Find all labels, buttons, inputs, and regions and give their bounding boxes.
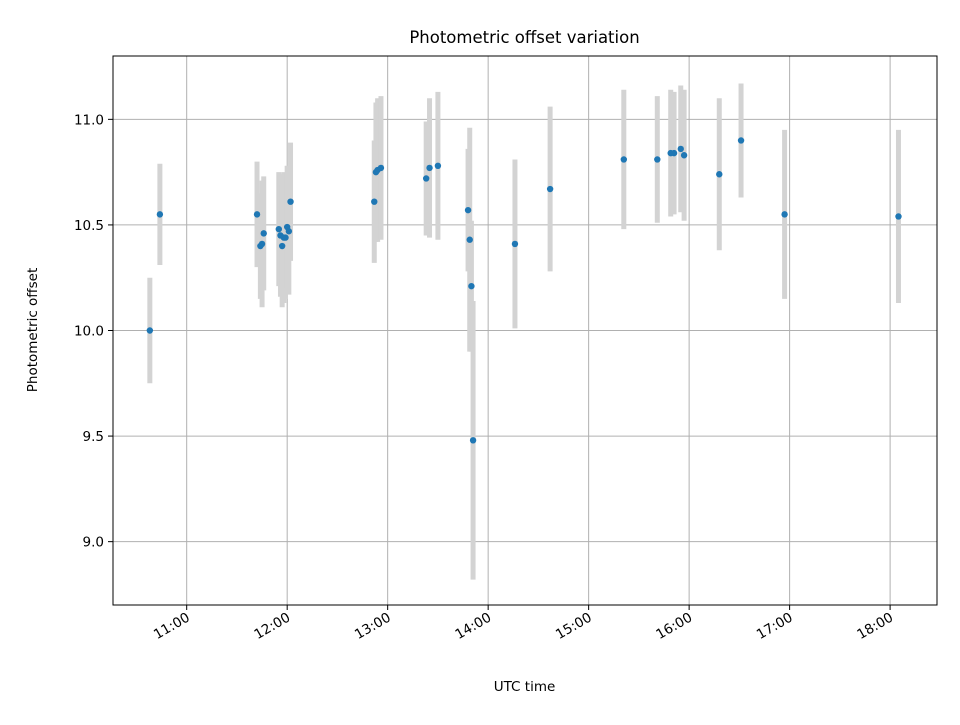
data-point-layer xyxy=(146,137,902,444)
x-tick-label: 12:00 xyxy=(251,610,293,643)
y-axis-label: Photometric offset xyxy=(25,268,41,392)
data-point xyxy=(253,211,261,218)
x-tick-label: 17:00 xyxy=(754,610,796,643)
grid-layer xyxy=(113,56,937,605)
data-point xyxy=(677,145,684,153)
data-point xyxy=(781,211,788,218)
data-point xyxy=(466,236,473,243)
chart-title: Photometric offset variation xyxy=(409,28,639,47)
data-point xyxy=(654,156,661,163)
data-point xyxy=(434,162,442,169)
data-point xyxy=(469,437,477,444)
data-point xyxy=(511,240,519,248)
x-axis-label: UTC time xyxy=(494,679,556,695)
data-point xyxy=(737,137,745,144)
error-bar-layer xyxy=(147,83,901,580)
data-point xyxy=(275,225,283,233)
data-point xyxy=(680,152,688,159)
data-point xyxy=(377,164,385,172)
x-tick-label: 13:00 xyxy=(352,610,394,643)
data-point xyxy=(287,198,294,205)
y-tick-label: 11.0 xyxy=(74,112,104,128)
x-tick-label: 14:00 xyxy=(452,610,494,643)
data-point xyxy=(258,240,266,248)
data-point xyxy=(426,164,433,172)
x-tick-label: 15:00 xyxy=(553,610,595,643)
data-point xyxy=(260,230,267,237)
tick-layer: 11:00 12:00 13:00 14:00 15:00 16:00 17:00 18:00… xyxy=(74,112,896,643)
data-point xyxy=(278,242,286,250)
data-point xyxy=(371,198,378,205)
data-point xyxy=(282,234,289,241)
data-point xyxy=(468,282,475,290)
data-point xyxy=(422,175,430,182)
data-point xyxy=(546,185,554,193)
data-point xyxy=(620,156,628,163)
y-tick-label: 10.5 xyxy=(74,218,104,234)
y-tick-label: 9.5 xyxy=(83,429,104,445)
data-point xyxy=(156,211,164,218)
x-tick-label: 18:00 xyxy=(854,610,896,643)
data-point xyxy=(716,171,723,178)
data-point xyxy=(895,213,902,220)
y-tick-label: 9.0 xyxy=(83,535,104,551)
x-tick-label: 16:00 xyxy=(653,610,695,643)
data-point xyxy=(464,206,472,214)
data-point xyxy=(285,228,293,235)
data-point xyxy=(146,327,154,334)
data-point xyxy=(670,149,678,157)
x-tick-label: 11:00 xyxy=(151,610,193,643)
y-tick-label: 10.0 xyxy=(74,324,104,340)
